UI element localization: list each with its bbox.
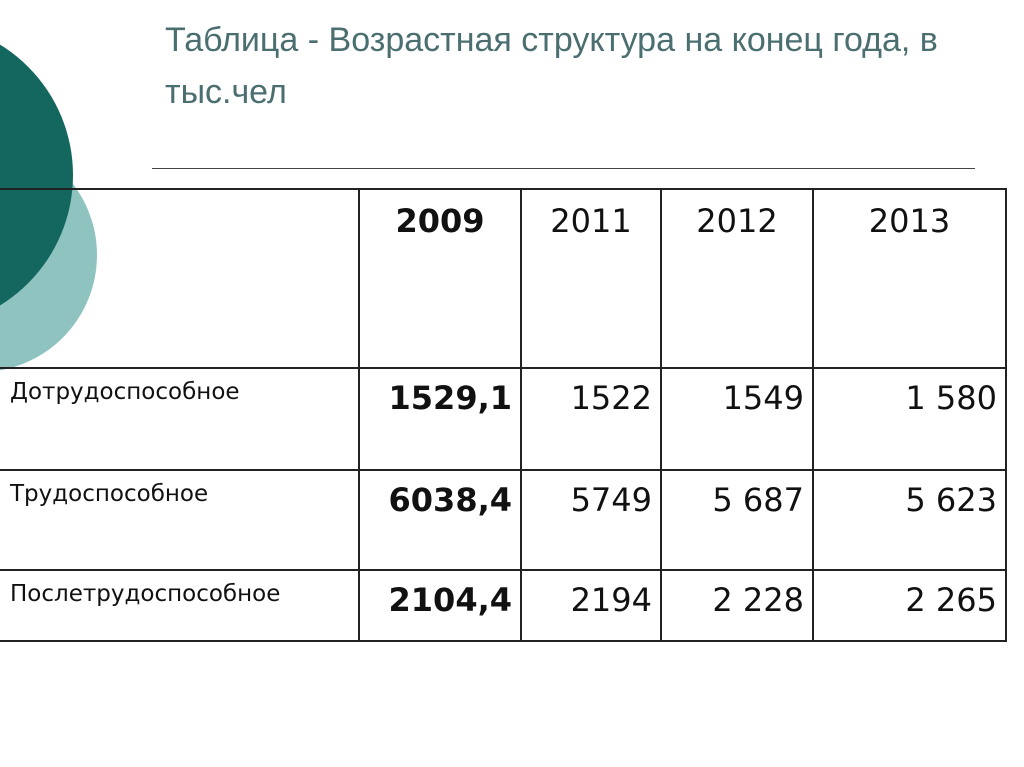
cell: 2194 [520, 569, 662, 642]
title: Таблица - Возрастная структура на конец … [165, 21, 938, 111]
cell: 5 687 [660, 469, 814, 571]
row: Дотрудоспособное 1529,1 1522 1549 1 580 [0, 367, 1007, 471]
column-header: 2009 [358, 188, 522, 369]
row-label: Послетрудоспособное [0, 569, 360, 642]
cell: 2 265 [812, 569, 1007, 642]
column-header: 2012 [660, 188, 814, 369]
cell: 1529,1 [358, 367, 522, 471]
cell: 2104,4 [358, 569, 522, 642]
row-label: Дотрудоспособное [0, 367, 360, 471]
row: Трудоспособное 6038,4 5749 5 687 5 623 [0, 469, 1007, 571]
cell: 6038,4 [358, 469, 522, 571]
cell: 1 580 [812, 367, 1007, 471]
corner-cell [0, 188, 360, 369]
cell: 5749 [520, 469, 662, 571]
header-row: 2009 2011 2012 2013 [0, 188, 1007, 369]
cell: 2 228 [660, 569, 814, 642]
cell: 1522 [520, 367, 662, 471]
row-label: Трудоспособное [0, 469, 360, 571]
cell: 5 623 [812, 469, 1007, 571]
row: Послетрудоспособное 2104,4 2194 2 228 2 … [0, 569, 1007, 642]
cell: 1549 [660, 367, 814, 471]
column-header: 2013 [812, 188, 1007, 369]
column-header: 2011 [520, 188, 662, 369]
table: 2009 2011 2012 2013 Дотрудоспособное 152… [0, 188, 1007, 642]
title-rule [152, 168, 975, 169]
